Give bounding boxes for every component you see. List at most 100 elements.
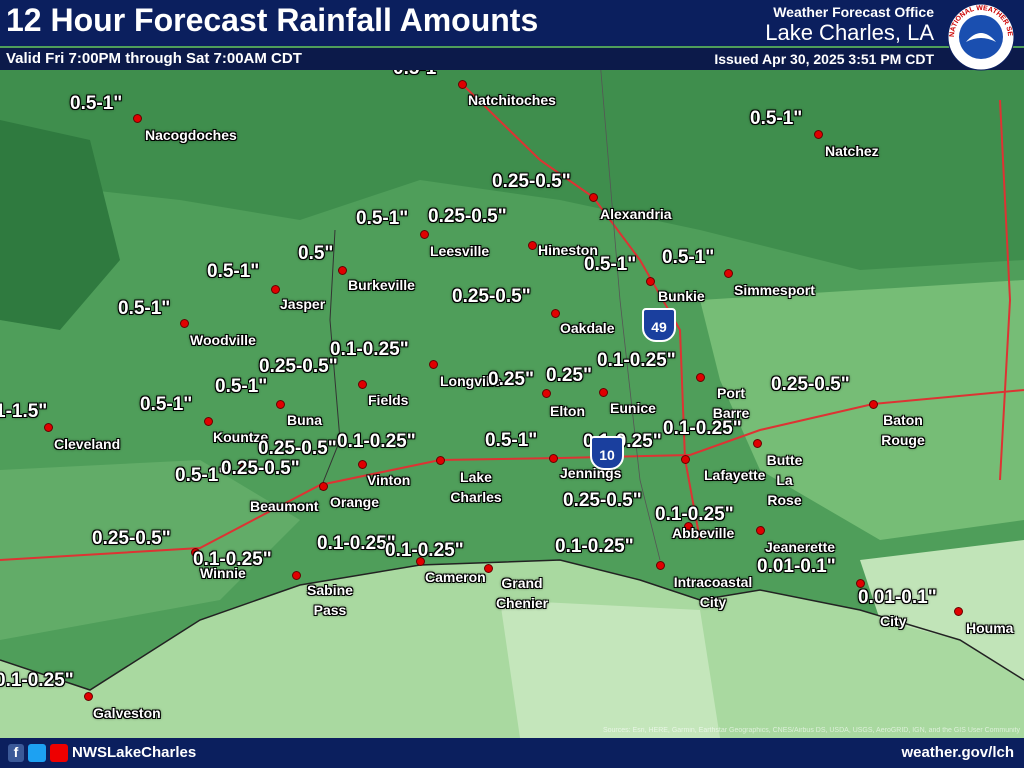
rainfall-label: 0.5-1" xyxy=(584,254,637,275)
city-label: Vinton xyxy=(367,472,411,488)
city-marker xyxy=(542,389,551,398)
rainfall-label: 0.5-1" xyxy=(118,298,171,319)
rainfall-label: 0.5" xyxy=(298,243,334,264)
city-marker xyxy=(191,548,200,557)
city-label: Bunkie xyxy=(658,288,705,304)
city-label: Fields xyxy=(368,392,409,408)
city-marker xyxy=(458,80,467,89)
city-marker xyxy=(646,277,655,286)
attribution: Sources: Esri, HERE, Garmin, Earthstar G… xyxy=(602,727,1020,734)
facebook-icon[interactable]: f xyxy=(8,744,24,762)
city-label: Longville xyxy=(440,373,502,389)
city-label: Natchez xyxy=(825,143,879,159)
city-marker xyxy=(276,400,285,409)
rainfall-label: 0.5-1" xyxy=(662,247,715,268)
city-marker xyxy=(204,417,213,426)
city-marker xyxy=(528,241,537,250)
city-marker xyxy=(271,285,280,294)
city-label: Cameron xyxy=(425,569,486,585)
city-label: Sabine Pass xyxy=(307,582,353,618)
rainfall-label: 0.1-0.25" xyxy=(317,533,396,554)
city-label: Orange xyxy=(330,494,380,510)
city-label: Lake Charles xyxy=(450,469,502,505)
city-marker xyxy=(484,564,493,573)
city-label: Intracoastal City xyxy=(673,574,753,610)
rainfall-label: 0.5-1" xyxy=(356,208,409,229)
rainfall-label: 0.1-0.25" xyxy=(0,670,74,691)
rainfall-label: 0.1-0.25" xyxy=(597,350,676,371)
city-marker xyxy=(756,526,765,535)
interstate-shield: 49 xyxy=(642,308,676,342)
rainfall-label: 0.1-0.25" xyxy=(193,549,272,570)
city-marker xyxy=(239,460,248,469)
valid-time: Valid Fri 7:00PM through Sat 7:00AM CDT xyxy=(6,50,302,67)
rainfall-label: 0.5-1" xyxy=(175,465,228,486)
city-label: Butte La Rose xyxy=(766,452,803,508)
city-label: Abbeville xyxy=(672,525,735,541)
city-label: City xyxy=(880,613,907,629)
rainfall-label: 0.25-0.5" xyxy=(92,528,171,549)
social-handle[interactable]: NWSLakeCharles xyxy=(72,744,197,761)
rainfall-label: 0.25-0.5" xyxy=(258,438,337,459)
title: 12 Hour Forecast Rainfall Amounts xyxy=(6,2,539,38)
city-marker xyxy=(656,561,665,570)
city-marker xyxy=(681,455,690,464)
office-name: Lake Charles, LA xyxy=(765,20,934,45)
rainfall-label: 0.25-0.5" xyxy=(771,374,850,395)
rainfall-label: 0.25" xyxy=(546,365,592,386)
rainfall-label: 0.01-0.1" xyxy=(757,556,836,577)
rainfall-label: 0.5-1" xyxy=(207,261,260,282)
rainfall-label: 0.25-0.5" xyxy=(563,490,642,511)
city-label: Leesville xyxy=(430,243,490,259)
city-label: Grand Chenier xyxy=(495,575,549,611)
city-label: Port Barre xyxy=(712,385,750,421)
city-marker xyxy=(436,456,445,465)
city-marker xyxy=(420,230,429,239)
rainfall-label: 0.1-0.25" xyxy=(337,431,416,452)
rainfall-label: 0.5-1" xyxy=(70,93,123,114)
city-marker xyxy=(84,692,93,701)
city-label: Simmesport xyxy=(734,282,815,298)
city-marker xyxy=(599,388,608,397)
footer-bar xyxy=(0,738,1024,768)
city-label: Houma xyxy=(966,620,1014,636)
city-label: Lafayette xyxy=(704,467,766,483)
city-marker xyxy=(180,319,189,328)
rainfall-label: 0.1-0.25" xyxy=(663,418,742,439)
city-label: Burkeville xyxy=(348,277,415,293)
city-label: Nacogdoches xyxy=(145,127,237,143)
city-marker xyxy=(338,266,347,275)
twitter-icon[interactable] xyxy=(28,744,46,762)
rainfall-label: 0.25" xyxy=(488,369,534,390)
rainfall-label: 0.1-0.25" xyxy=(655,504,734,525)
city-label: Alexandria xyxy=(600,206,672,222)
city-marker xyxy=(954,607,963,616)
youtube-icon[interactable] xyxy=(50,744,68,762)
rainfall-label: 0.1-0.25" xyxy=(555,536,634,557)
rainfall-label: 0.1-0.25" xyxy=(330,339,409,360)
rainfall-label: 1-1.5" xyxy=(0,401,48,422)
city-marker xyxy=(684,522,693,531)
city-label: Kountze xyxy=(213,429,269,445)
rainfall-label: 0.25-0.5" xyxy=(221,458,300,479)
city-marker xyxy=(416,557,425,566)
city-marker xyxy=(696,373,705,382)
city-label: Buna xyxy=(287,412,322,428)
city-label: Elton xyxy=(550,403,585,419)
rainfall-label: 0.5-1" xyxy=(485,430,538,451)
city-marker xyxy=(551,309,560,318)
city-label: Beaumont xyxy=(250,498,319,514)
city-label: Winnie xyxy=(200,565,246,581)
website[interactable]: weather.gov/lch xyxy=(901,744,1014,761)
city-marker xyxy=(133,114,142,123)
city-label: Natchitoches xyxy=(468,92,556,108)
city-label: Hineston xyxy=(538,242,598,258)
rainfall-label: 0.5-1" xyxy=(140,394,193,415)
city-label: Galveston xyxy=(93,705,161,721)
issued-time: Issued Apr 30, 2025 3:51 PM CDT xyxy=(714,51,934,67)
rainfall-label: 0.25-0.5" xyxy=(428,206,507,227)
city-label: Jasper xyxy=(280,296,326,312)
rainfall-label: 0.1-0.25" xyxy=(385,540,464,561)
